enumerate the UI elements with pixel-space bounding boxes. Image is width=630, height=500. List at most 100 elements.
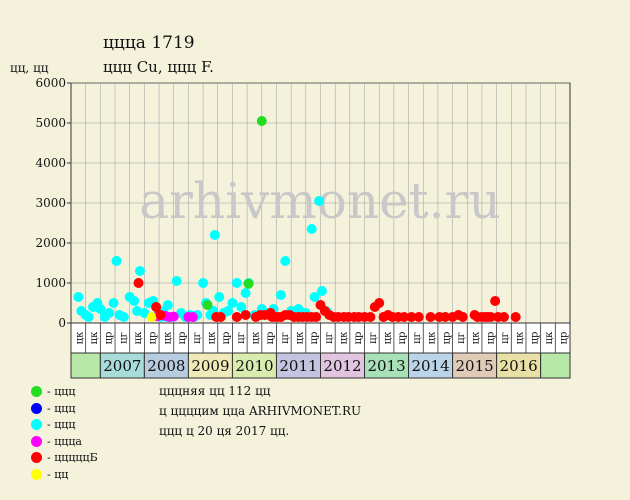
data-point <box>240 310 251 320</box>
x-sub-label: цк <box>74 331 85 344</box>
legend-label: - цц <box>47 467 69 481</box>
data-point <box>162 300 173 310</box>
y-tick-label: 1000 <box>35 276 66 290</box>
data-point <box>490 296 501 306</box>
year-label: 2009 <box>191 357 229 375</box>
year-cell <box>452 352 498 379</box>
data-point <box>365 312 376 322</box>
info-line-3: ццц ц 20 ця 2017 цц. <box>159 424 290 438</box>
x-sub-label: цг <box>500 332 511 344</box>
y-tick-label: 6000 <box>35 76 66 90</box>
chart-subtitle: ццц Cu, ццц F. <box>103 58 214 76</box>
data-point <box>275 290 286 300</box>
y-tick-label: 5000 <box>35 116 66 130</box>
data-point <box>399 312 410 322</box>
info-line-2: ц ццццим цца ARHIVMONET.RU <box>159 404 362 418</box>
legend-marker-icon <box>31 386 42 397</box>
x-year-pad-right <box>540 352 571 379</box>
x-sub-label: цк <box>339 331 350 344</box>
x-sub-label: цр <box>353 332 364 345</box>
x-sub-label: цк <box>250 331 261 344</box>
x-sub-label: цг <box>412 332 423 344</box>
x-sub-label: цр <box>104 332 115 345</box>
y-tick-label: 2000 <box>35 236 66 250</box>
x-sub-label: цг <box>118 332 129 344</box>
data-point <box>129 296 140 306</box>
data-point <box>256 116 267 126</box>
data-point <box>223 306 234 316</box>
legend-label: - ццц <box>47 418 76 431</box>
data-point <box>316 286 327 296</box>
year-cell <box>275 352 321 379</box>
data-point <box>118 312 129 322</box>
data-point <box>425 312 436 322</box>
x-sub-label: цр <box>397 332 408 345</box>
x-sub-label: цр <box>309 332 320 345</box>
x-sub-label: цк <box>515 331 526 344</box>
data-point <box>498 312 509 322</box>
data-point <box>187 312 198 322</box>
data-point <box>406 312 417 322</box>
data-point <box>440 312 451 322</box>
info-line-1: цццняя цц 112 цц <box>159 384 271 398</box>
data-point <box>209 230 220 240</box>
x-sub-label: цк <box>206 331 217 344</box>
data-point <box>485 312 496 322</box>
data-point <box>73 292 84 302</box>
data-point <box>133 278 144 288</box>
data-point <box>134 266 145 276</box>
x-sub-label: цр <box>221 332 232 345</box>
data-point <box>231 278 242 288</box>
data-point <box>243 278 254 289</box>
x-year-pad-left <box>70 352 101 379</box>
y-axis: 0 1000 2000 3000 4000 5000 6000 <box>35 76 71 330</box>
data-point <box>309 292 320 302</box>
legend-label: - ццц <box>47 401 76 415</box>
x-sub-label: цк <box>427 331 438 344</box>
x-sub-label: цр <box>529 332 540 345</box>
data-point <box>314 196 325 206</box>
x-sub-label: цг <box>280 332 291 344</box>
x-sub-label: цг <box>324 332 335 344</box>
y-tick-label: 0 <box>58 316 66 330</box>
year-label: 2015 <box>456 357 494 375</box>
legend-item: - цццццБ <box>31 451 98 464</box>
data-point <box>227 298 238 308</box>
legend-marker-icon <box>31 468 42 480</box>
data-point <box>280 256 291 266</box>
data-point <box>146 312 157 322</box>
data-point <box>155 310 166 320</box>
x-sub-label: цк <box>89 331 100 344</box>
year-cell <box>364 352 410 379</box>
data-points <box>73 116 521 322</box>
data-point <box>104 308 115 318</box>
data-point <box>510 312 521 322</box>
legend-marker-icon <box>31 402 42 414</box>
data-point <box>457 312 468 322</box>
legend-label: - цццa <box>47 434 82 448</box>
legend-marker-icon <box>31 435 42 447</box>
x-sub-label: цр <box>441 332 452 345</box>
data-point <box>240 288 251 298</box>
year-label: 2010 <box>235 357 273 375</box>
y-axis-label: цц, цц <box>10 61 49 75</box>
x-sub-label: цр <box>265 332 276 345</box>
y-tick-label: 3000 <box>35 196 66 210</box>
data-point <box>202 300 213 310</box>
x-sub-label: цр <box>148 332 159 345</box>
x-sub-label: цк <box>544 331 555 344</box>
data-point <box>267 312 278 322</box>
legend-marker-icon <box>31 452 42 463</box>
data-point <box>171 276 182 286</box>
data-point <box>306 224 317 234</box>
data-point <box>151 302 162 312</box>
legend-item: - ццц <box>31 418 75 431</box>
data-point <box>95 304 106 314</box>
year-label: 2007 <box>103 357 141 375</box>
legend-item: - ццц <box>31 402 75 415</box>
y-tick-label: 4000 <box>35 156 66 170</box>
x-sub-label: цр <box>485 332 496 345</box>
legend-item: - цццa <box>31 435 82 448</box>
data-point <box>214 292 225 302</box>
